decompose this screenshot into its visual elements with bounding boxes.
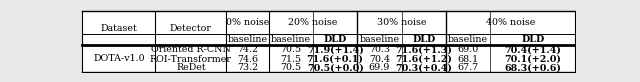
- Text: 74.2: 74.2: [237, 45, 258, 54]
- Text: 69.9: 69.9: [369, 63, 390, 72]
- Text: 20% noise: 20% noise: [288, 18, 338, 27]
- Text: 69.0: 69.0: [458, 45, 479, 54]
- Text: 71.6(+1.3): 71.6(+1.3): [396, 45, 452, 54]
- Text: 30% noise: 30% noise: [377, 18, 426, 27]
- Text: ReDet: ReDet: [176, 63, 205, 72]
- Text: 73.2: 73.2: [237, 63, 258, 72]
- Text: 67.7: 67.7: [458, 63, 479, 72]
- Text: 70.5: 70.5: [280, 45, 301, 54]
- Text: baseline: baseline: [360, 35, 399, 44]
- Text: DLD: DLD: [521, 35, 544, 44]
- Text: 70.5(+0.0): 70.5(+0.0): [307, 63, 364, 72]
- Text: 0% noise: 0% noise: [226, 18, 269, 27]
- Text: 71.6(+0.1): 71.6(+0.1): [307, 55, 364, 64]
- Text: DLD: DLD: [412, 35, 435, 44]
- Text: 70.5: 70.5: [280, 63, 301, 72]
- Text: 71.9(+1.4): 71.9(+1.4): [307, 45, 364, 54]
- Text: baseline: baseline: [227, 35, 268, 44]
- Text: 70.3(+0.4): 70.3(+0.4): [396, 63, 452, 72]
- Text: DLD: DLD: [324, 35, 347, 44]
- Text: DOTA-v1.0: DOTA-v1.0: [93, 54, 145, 63]
- Text: 68.3(+0.6): 68.3(+0.6): [504, 63, 561, 72]
- Text: Oriented R-CNN: Oriented R-CNN: [151, 45, 231, 54]
- Text: 70.4: 70.4: [369, 55, 390, 64]
- Text: 70.4(+1.4): 70.4(+1.4): [504, 45, 561, 54]
- Text: 71.6(+1.2): 71.6(+1.2): [396, 55, 452, 64]
- Text: ROI-Transformer: ROI-Transformer: [150, 55, 232, 64]
- Text: 71.5: 71.5: [280, 55, 301, 64]
- Text: 68.1: 68.1: [458, 55, 479, 64]
- Text: Dataset: Dataset: [100, 24, 138, 33]
- Text: 70.1(+2.0): 70.1(+2.0): [504, 55, 561, 64]
- Text: baseline: baseline: [271, 35, 311, 44]
- Text: 74.6: 74.6: [237, 55, 258, 64]
- Text: 70.3: 70.3: [369, 45, 390, 54]
- Text: Detector: Detector: [170, 24, 212, 33]
- Text: 40% noise: 40% noise: [486, 18, 535, 27]
- Text: baseline: baseline: [448, 35, 488, 44]
